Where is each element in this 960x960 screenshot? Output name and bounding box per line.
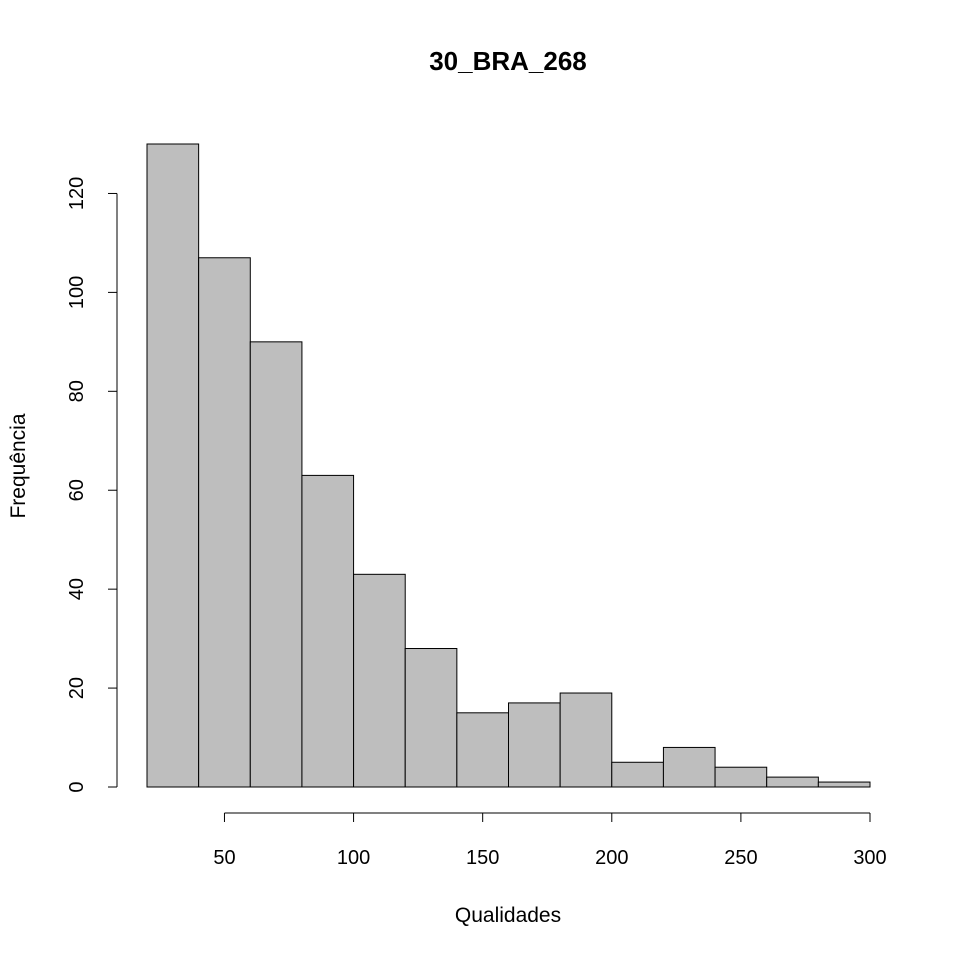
x-tick-label: 50	[213, 847, 235, 869]
y-tick-label: 40	[66, 578, 88, 600]
histogram-bar	[662, 746, 716, 788]
x-tick-label: 300	[853, 847, 886, 869]
histogram-bar	[766, 776, 819, 788]
x-tick-label: 150	[466, 847, 499, 869]
x-axis-label: Qualidades	[455, 904, 561, 927]
y-axis: 0 20 40 60 80 100 120	[66, 177, 118, 793]
bars-group	[146, 143, 871, 788]
histogram-bar	[714, 766, 768, 788]
histogram-bar	[198, 257, 251, 788]
y-tick-label: 120	[66, 177, 88, 210]
y-tick-label: 60	[66, 479, 88, 501]
chart-title: 30_BRA_268	[429, 46, 587, 76]
y-axis-label: Frequência	[7, 413, 30, 518]
x-tick-label: 250	[724, 847, 757, 869]
histogram-bar	[456, 712, 510, 788]
histogram-bar	[559, 692, 613, 788]
histogram-bar	[301, 474, 355, 788]
x-tick-label: 200	[595, 847, 628, 869]
y-tick-label: 80	[66, 380, 88, 402]
histogram-bar	[611, 761, 664, 788]
y-tick-label: 100	[66, 276, 88, 309]
x-axis: 50 100 150 200 250 300	[213, 812, 887, 869]
histogram-bar	[353, 573, 406, 788]
histogram-bar	[249, 341, 303, 788]
x-tick-label: 100	[337, 847, 370, 869]
histogram-bar	[146, 143, 200, 788]
y-tick-label: 0	[66, 781, 88, 792]
y-tick-label: 20	[66, 677, 88, 699]
histogram-bar	[508, 702, 561, 788]
histogram-bar	[817, 781, 871, 788]
histogram-bar	[404, 648, 458, 788]
